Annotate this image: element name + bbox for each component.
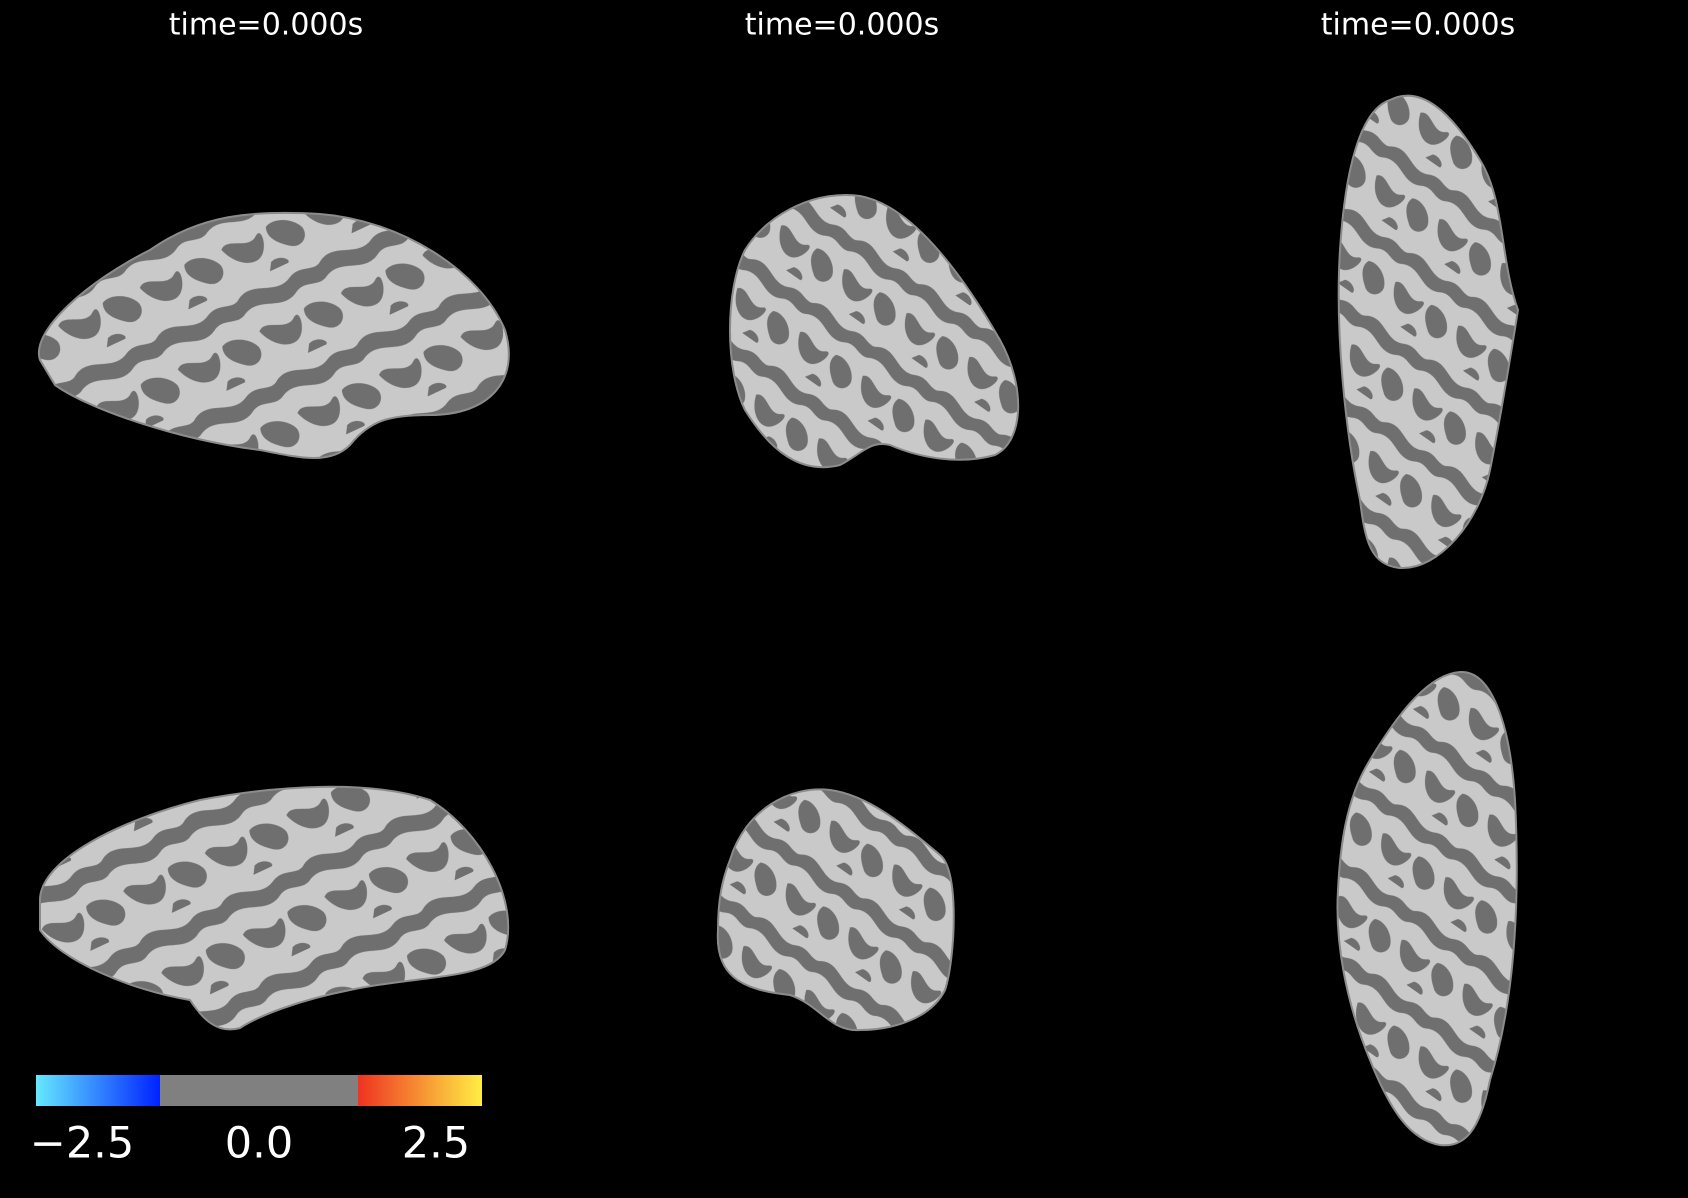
colorbar-tick-label: −2.5 <box>30 1119 134 1169</box>
panel-title: time=0.000s <box>745 8 939 43</box>
brain-views <box>37 94 1520 1147</box>
brain-lateral-right <box>39 785 510 1031</box>
brain-dorsal <box>1337 94 1520 570</box>
colorbar-tick-label: 2.5 <box>402 1119 470 1169</box>
brain-posterior <box>716 788 955 1032</box>
colorbar <box>36 1075 482 1106</box>
brain-lateral-left <box>37 211 510 459</box>
brain-ventral <box>1336 670 1518 1147</box>
colorbar-tick-label: 0.0 <box>225 1119 293 1169</box>
panel-title: time=0.000s <box>169 8 363 43</box>
brain-frontal <box>729 194 1020 469</box>
panel-title: time=0.000s <box>1321 8 1515 43</box>
